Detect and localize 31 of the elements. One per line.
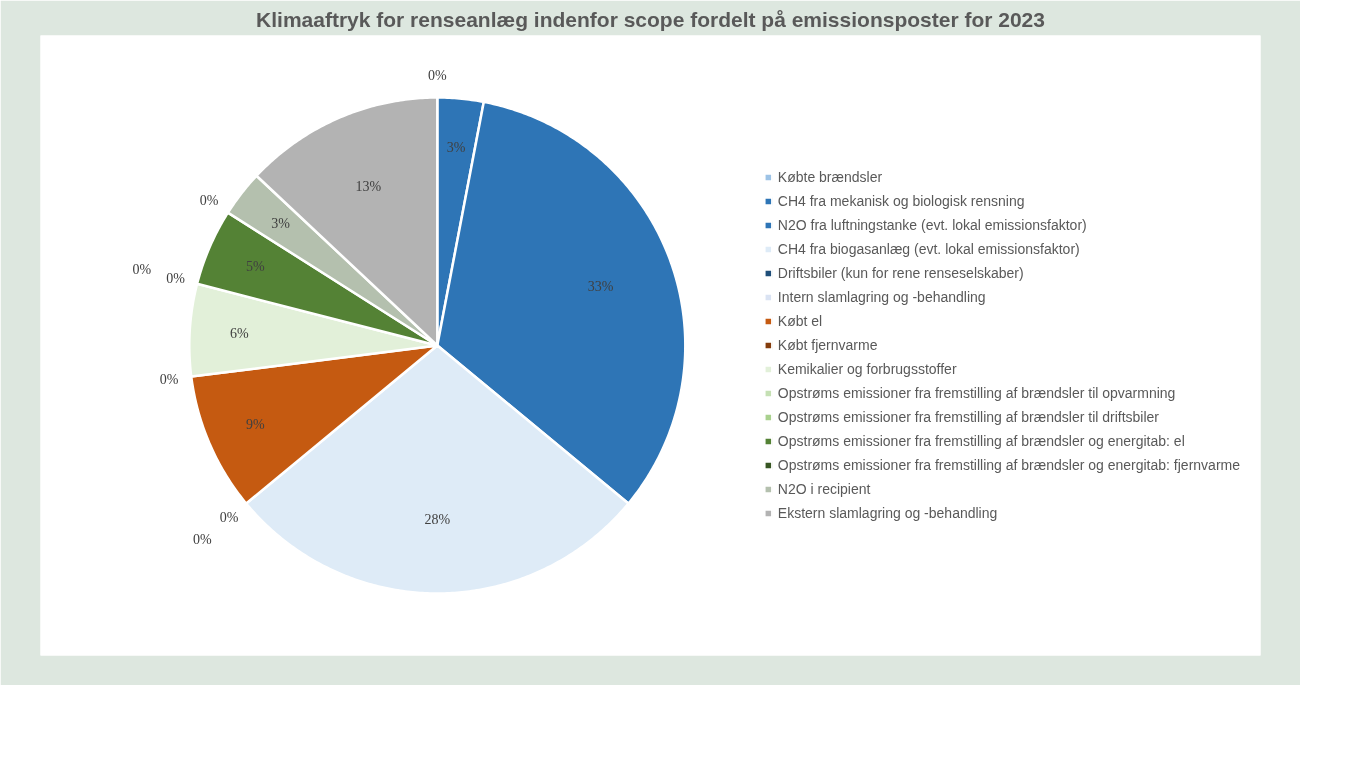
- legend-label: Driftsbiler (kun for rene renseselskaber): [777, 265, 1024, 281]
- data-label: 3%: [446, 140, 466, 156]
- legend-label: CH4 fra mekanisk og biologisk rensning: [777, 193, 1025, 209]
- data-label: 28%: [424, 511, 451, 527]
- legend-label: Opstrøms emissioner fra fremstilling af brændsler og energitab: fjernvarme: [777, 457, 1240, 473]
- text: 0%: [427, 67, 447, 83]
- data-label: 3%: [271, 216, 291, 232]
- legend-label: Købte brændsler: [777, 169, 883, 185]
- text: 0%: [219, 510, 239, 526]
- legend-label: N2O i recipient: [777, 481, 871, 497]
- legend-label: CH4 fra biogasanlæg (evt. lokal emissionsfaktor): [777, 241, 1080, 257]
- data-label: 5%: [245, 259, 265, 275]
- legend-label: N2O fra luftningstanke (evt. lokal emissionsfaktor): [777, 217, 1087, 233]
- data-label: 9%: [245, 416, 265, 432]
- chart-title: Klimaaftryk for renseanlæg indenfor scope fordelt på emissionsposter for 2023: [256, 7, 1045, 31]
- text: 0%: [159, 371, 179, 387]
- text: 0%: [132, 262, 152, 278]
- legend-label: Kemikalier og forbrugsstoffer: [777, 361, 957, 377]
- data-label: 13%: [355, 178, 382, 194]
- text: 0%: [199, 193, 219, 209]
- legend-label: Ekstern slamlagring og -behandling: [777, 505, 998, 521]
- legend-label: Opstrøms emissioner fra fremstilling af brændsler til driftsbiler: [777, 409, 1160, 425]
- text: 0%: [192, 532, 212, 548]
- legend-label: Opstrøms emissioner fra fremstilling af brændsler til opvarmning: [777, 385, 1176, 401]
- data-label: 33%: [587, 279, 614, 295]
- legend-label: Købt fjernvarme: [777, 337, 878, 353]
- text: 0%: [166, 270, 185, 286]
- legend-label: Intern slamlagring og -behandling: [777, 289, 986, 305]
- data-label: 6%: [229, 325, 249, 341]
- legend-label: Opstrøms emissioner fra fremstilling af brændsler og energitab: el: [777, 433, 1185, 449]
- legend-label: Købt el: [777, 313, 823, 329]
